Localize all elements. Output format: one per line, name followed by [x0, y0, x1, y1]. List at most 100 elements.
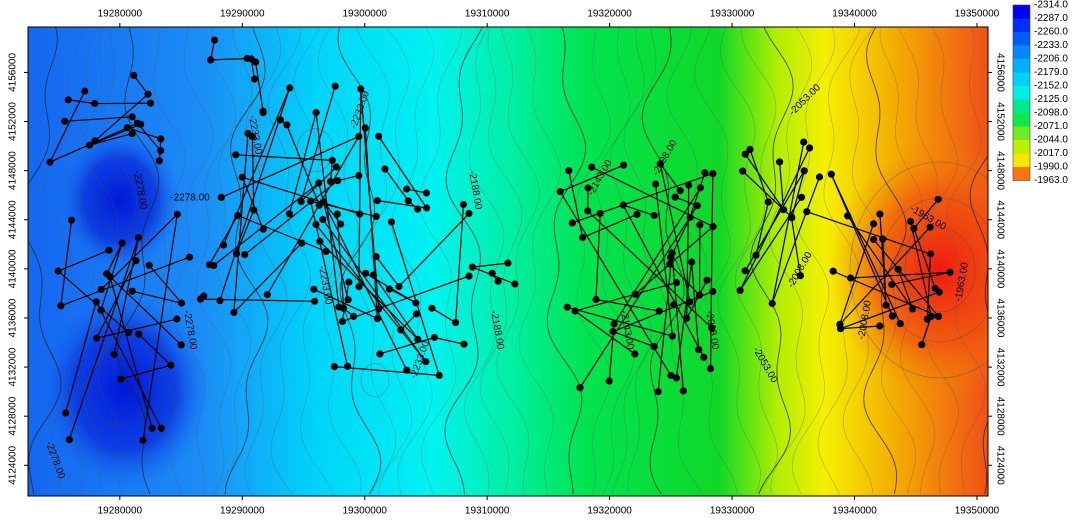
y-tick-label: 4124000	[8, 445, 19, 484]
colorbar-label: -2179.0	[1034, 67, 1068, 78]
contour-line	[946, 27, 987, 495]
contour-line	[734, 27, 778, 495]
colorbar-swatch	[1013, 167, 1030, 181]
x-tick-label: 19280000	[98, 506, 143, 517]
contour-line	[750, 27, 794, 495]
well	[800, 167, 808, 175]
well	[879, 235, 887, 243]
y-tick-label: 4156000	[8, 53, 19, 92]
y-tick-label: 4128000	[8, 396, 19, 435]
well	[123, 124, 131, 132]
well-link	[595, 298, 660, 312]
well	[752, 251, 760, 259]
well	[357, 85, 365, 93]
well-link	[790, 216, 802, 276]
well-link	[300, 86, 336, 202]
well	[135, 330, 143, 338]
well	[619, 201, 627, 209]
x-tick-label: 19350000	[955, 9, 1000, 20]
well	[908, 305, 917, 313]
well	[695, 291, 704, 299]
well	[297, 198, 305, 206]
colorbar-swatch	[1013, 153, 1030, 167]
low-zone	[60, 130, 180, 270]
well	[403, 366, 411, 374]
well-link	[891, 271, 951, 286]
well	[685, 181, 693, 189]
well	[312, 108, 320, 117]
well	[110, 350, 118, 358]
well	[460, 340, 468, 348]
well-link	[64, 301, 97, 414]
colorbar-swatch	[1013, 113, 1030, 127]
well	[686, 298, 694, 306]
well	[882, 301, 890, 309]
well	[381, 165, 389, 173]
colorbar-label: -2044.0	[1034, 135, 1068, 146]
well	[315, 179, 323, 187]
well	[655, 307, 663, 315]
well	[910, 224, 918, 232]
x-tick-label: 19290000	[220, 9, 265, 20]
well-link	[559, 164, 624, 193]
well-link	[873, 239, 939, 317]
well	[695, 346, 703, 354]
y-tick-label: 4144000	[994, 200, 1005, 239]
well-link	[222, 87, 291, 246]
well-link	[322, 219, 427, 363]
well	[596, 209, 604, 218]
well	[796, 272, 805, 280]
well-link	[709, 173, 714, 369]
colorbar-swatch	[1013, 5, 1030, 19]
well-link	[913, 198, 939, 229]
well	[631, 290, 639, 298]
well-link	[384, 168, 409, 202]
well	[250, 75, 259, 83]
well	[232, 151, 240, 159]
well	[423, 204, 431, 212]
well-link	[113, 237, 140, 355]
colorbar-frame	[1012, 4, 1031, 181]
well-link	[358, 88, 362, 287]
well	[656, 160, 664, 168]
contour-line	[791, 27, 836, 495]
well	[741, 267, 749, 275]
well-link	[671, 253, 684, 391]
well-link	[657, 253, 673, 392]
well	[827, 170, 835, 178]
well	[494, 277, 502, 285]
x-tick-label: 19310000	[465, 9, 510, 20]
well	[62, 409, 70, 417]
x-tick-label: 19340000	[832, 506, 877, 517]
y-tick-label: 4136000	[8, 298, 19, 337]
well	[668, 249, 676, 257]
x-tick-label: 19300000	[342, 9, 387, 20]
well	[588, 163, 596, 171]
well	[276, 116, 284, 124]
well	[672, 279, 681, 287]
well-link	[148, 264, 182, 304]
well	[847, 274, 855, 282]
well-link	[60, 256, 190, 307]
well	[137, 120, 145, 128]
y-tick-label: 4124000	[994, 446, 1005, 485]
well	[931, 284, 939, 293]
well	[703, 276, 711, 284]
contour-ring	[904, 227, 976, 313]
well	[373, 197, 381, 205]
well	[145, 261, 153, 269]
well-link	[574, 282, 677, 312]
colorbar-label: -2260.0	[1034, 27, 1068, 38]
well	[670, 301, 678, 309]
colorbar-swatch	[1013, 45, 1030, 59]
contour-ring	[97, 178, 143, 232]
contour-line	[215, 27, 253, 495]
well-link	[622, 204, 705, 358]
contour-line	[879, 27, 923, 495]
well	[946, 268, 954, 276]
well	[633, 210, 641, 218]
well-link	[244, 180, 339, 256]
well	[157, 135, 165, 143]
well	[337, 220, 345, 228]
well-link	[389, 288, 417, 304]
